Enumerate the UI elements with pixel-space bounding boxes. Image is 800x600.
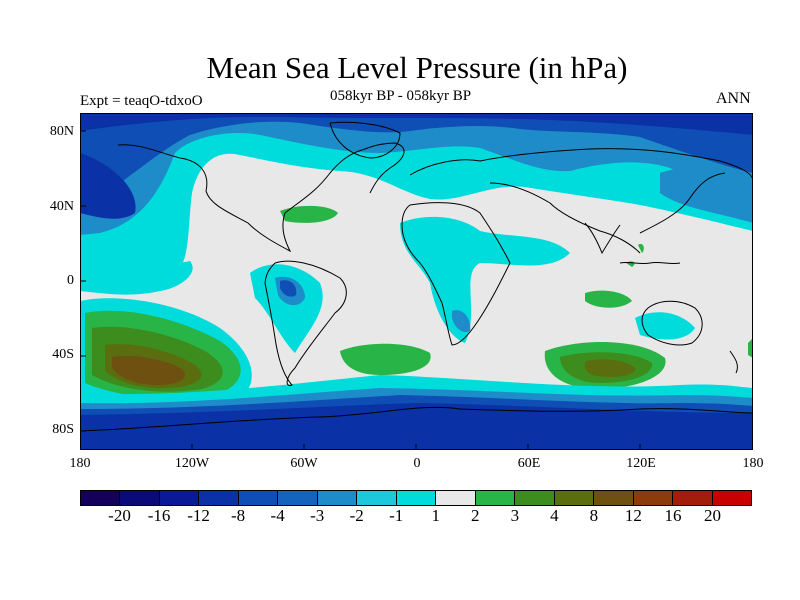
coastlines <box>80 121 753 432</box>
colorbar-swatch-7 <box>357 491 397 505</box>
indian-ocean-high-core <box>584 359 636 377</box>
colorbar-swatch-3 <box>199 491 239 505</box>
colorbar-swatch-10 <box>475 491 516 505</box>
east-green-sliver <box>748 338 753 358</box>
south-pacific-high-core <box>112 355 186 386</box>
lon-label-60w: 60W <box>290 456 318 471</box>
colorbar-swatch-15 <box>673 491 713 505</box>
colorbar-swatch-16 <box>712 491 751 505</box>
colorbar-label: -2 <box>349 506 364 525</box>
pacific-north-blob <box>80 153 136 219</box>
colorbar-label: -20 <box>108 506 131 525</box>
colorbar-label: 3 <box>510 506 520 525</box>
indonesia-coast <box>619 261 681 265</box>
colorbar-swatch-1 <box>120 491 160 505</box>
lon-label-60e: 60E <box>517 456 541 471</box>
colorbar-swatch-12 <box>554 491 595 505</box>
colorbar-swatch-6 <box>317 491 358 505</box>
eurasia-coast <box>409 148 753 254</box>
colorbar-swatch-5 <box>278 491 318 505</box>
australia-cyan-patch <box>635 312 695 340</box>
map-subtitle: 058kyr BP - 058kyr BP <box>330 88 472 104</box>
lat-label-40s: 40S <box>52 347 74 362</box>
north-blue-band <box>80 113 753 235</box>
colorbar-label: 16 <box>664 506 682 525</box>
lat-label-80n: 80N <box>49 124 74 139</box>
southamerica-navy-patch <box>280 280 297 297</box>
lat-label-80s: 80S <box>52 422 74 437</box>
colorbar-swatch-11 <box>515 491 555 505</box>
colorbar-swatch-13 <box>594 491 634 505</box>
colorbar <box>80 490 752 506</box>
experiment-label: Expt = teaqO-tdxoO <box>80 93 203 109</box>
africa-south-blue-patch <box>452 310 471 333</box>
colorbar-label: 20 <box>703 506 721 525</box>
africa-cyan-patch <box>400 216 570 343</box>
map-title: Mean Sea Level Pressure (in hPa) <box>206 50 628 85</box>
colorbar-label: -12 <box>187 506 210 525</box>
south-america-coast <box>264 260 347 387</box>
india-coast <box>584 222 621 255</box>
colorbar-swatch-14 <box>633 491 674 505</box>
north-navy-core <box>80 113 753 135</box>
antarctica-coast <box>80 406 753 432</box>
season-label: ANN <box>716 90 751 107</box>
colorbar-swatch-8 <box>396 491 437 505</box>
lat-label-40n: 40N <box>49 199 74 214</box>
lon-label-0: 0 <box>413 456 421 471</box>
north-atlantic-high <box>280 205 338 223</box>
lon-label-180e: 180 <box>742 456 764 471</box>
colorbar-label: 2 <box>471 506 480 525</box>
colorbar-label: -1 <box>389 506 404 525</box>
africa-coast <box>401 202 511 346</box>
lat-label-0: 0 <box>67 273 74 288</box>
north-america-coast <box>117 142 405 253</box>
colorbar-label: 8 <box>589 506 599 525</box>
pacific-cyan-band <box>80 253 193 295</box>
southamerica-cyan-patch <box>250 264 323 353</box>
pressure-map <box>80 113 753 450</box>
antarctic-core <box>80 403 753 450</box>
australia-coast <box>641 300 703 346</box>
colorbar-label: -3 <box>310 506 325 525</box>
lon-label-180w: 180 <box>69 456 91 471</box>
colorbar-swatch-0 <box>81 491 121 505</box>
colorbar-label: 1 <box>431 506 441 525</box>
axis-ticks <box>80 130 641 450</box>
new-zealand-coast <box>729 350 738 374</box>
colorbar-label: 4 <box>550 506 559 525</box>
colorbar-swatch-2 <box>159 491 200 505</box>
colorbar-label: 12 <box>624 506 642 525</box>
colorbar-swatch-9 <box>436 491 476 505</box>
colorbar-label: -16 <box>147 506 171 525</box>
indonesia-green-a <box>638 243 644 253</box>
south-atlantic-high <box>340 343 431 375</box>
greenland-coast <box>329 121 401 159</box>
south-indian-green <box>585 290 632 308</box>
colorbar-swatch-4 <box>238 491 279 505</box>
lon-label-120e: 120E <box>626 456 656 471</box>
colorbar-label: -4 <box>270 506 285 525</box>
east-asia-blob <box>660 167 753 223</box>
lon-label-120w: 120W <box>174 456 210 471</box>
colorbar-label: -8 <box>231 506 246 525</box>
